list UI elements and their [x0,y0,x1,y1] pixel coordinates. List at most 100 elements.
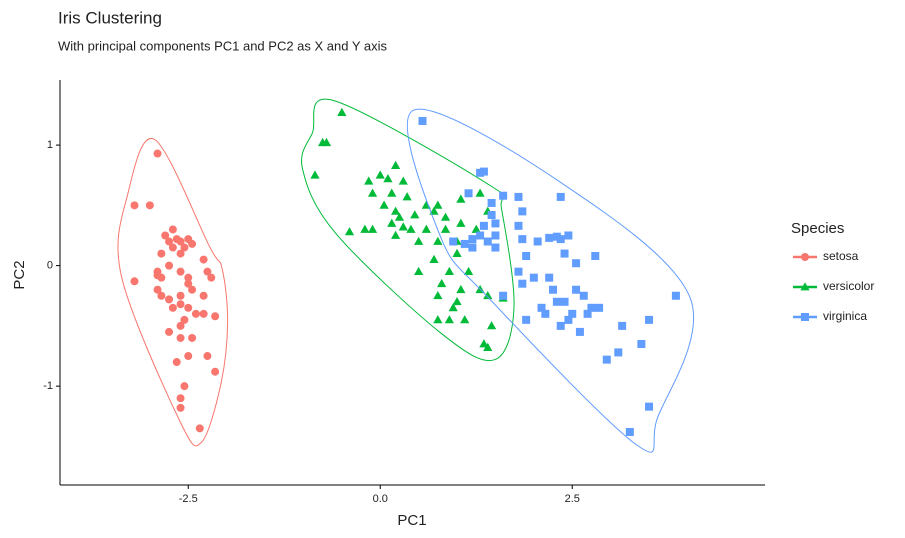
point [176,333,185,342]
point [541,309,550,318]
point [460,239,469,248]
point [499,291,508,300]
point [406,224,416,233]
point [168,303,177,312]
legend-label: virginica [823,309,867,323]
point [479,167,488,176]
point [321,137,332,147]
point [375,170,385,179]
point [572,285,581,294]
point [618,321,627,330]
point [456,284,466,294]
point [476,231,485,240]
point [537,303,546,312]
point [456,218,466,227]
point [468,243,477,252]
legend-label: setosa [823,249,859,263]
point [337,107,347,116]
point [195,424,204,433]
point [168,243,177,252]
point [483,237,492,246]
chart-subtitle: With principal components PC1 and PC2 as… [58,38,388,53]
point [452,296,462,306]
point [398,176,408,185]
point [448,303,458,312]
point [344,227,355,236]
y-tick-label: 1 [47,139,53,151]
point [387,218,397,227]
point [591,251,600,260]
point [310,170,320,179]
point [157,249,166,258]
point [564,231,573,240]
point [556,235,565,244]
point [188,285,197,294]
point [479,339,489,348]
point [168,225,177,234]
point [433,315,443,324]
point [364,176,374,185]
point [176,321,185,330]
cluster-outline [406,108,695,453]
point [165,261,174,270]
legend-title: Species [791,220,844,237]
point [184,352,193,361]
point [383,174,393,183]
point [522,315,531,324]
point [583,309,592,318]
point [398,222,408,231]
point [444,266,454,276]
point [367,188,378,197]
point [637,339,646,348]
point [483,342,493,351]
point [414,236,424,245]
point [207,273,216,282]
point [191,309,200,318]
legend-label: versicolor [823,279,874,293]
point [444,315,454,324]
point [153,149,162,158]
cluster-outline [301,98,515,362]
point [552,297,561,306]
point [379,200,389,209]
point [452,248,462,257]
point [433,290,443,300]
point [433,236,443,245]
point [491,219,500,228]
point [572,259,581,268]
point [587,303,596,312]
point [529,273,538,282]
point [518,207,527,216]
point [560,249,569,258]
point [387,188,397,197]
x-tick-label: -2.5 [179,493,198,505]
point [130,201,139,210]
point [487,198,496,207]
point [402,192,412,201]
chart-title: Iris Clustering [58,8,162,27]
point [460,315,470,324]
point [391,230,401,239]
x-axis-label: PC1 [397,512,426,529]
point [575,327,584,336]
point [545,233,554,242]
point [172,235,181,244]
point [203,352,212,361]
point [433,200,443,209]
point [449,237,458,246]
cluster-outline [117,137,229,447]
point [645,315,654,324]
point [625,427,634,436]
point [468,235,477,244]
point [549,285,558,294]
point [410,210,420,219]
point [479,221,488,230]
point [165,327,174,336]
point [560,297,569,306]
point [180,315,189,324]
point [595,303,604,312]
point [367,224,378,233]
x-tick-label: 2.5 [565,493,580,505]
point [602,355,611,364]
point [211,312,220,321]
